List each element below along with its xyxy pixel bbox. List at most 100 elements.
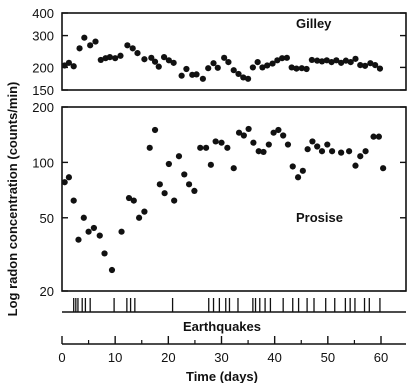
earthquakes-label: Earthquakes: [183, 319, 261, 334]
gilley-data-point: [264, 62, 271, 69]
gilley-data-point: [134, 50, 141, 57]
earthquake-strip: Earthquakes: [62, 298, 406, 334]
prosise-data-point: [230, 165, 237, 172]
prosise-data-point: [338, 149, 345, 156]
gilley-data-point: [347, 59, 354, 66]
prosise-y-tick-label: 50: [40, 211, 54, 226]
gilley-data-point: [333, 57, 340, 64]
x-tick-label: 20: [161, 350, 175, 365]
x-tick-label: 40: [267, 350, 281, 365]
prosise-data-point: [318, 148, 326, 155]
gilley-data-point: [199, 75, 206, 82]
gilley-data-point: [376, 65, 384, 72]
prosise-data-point: [294, 174, 302, 181]
gilley-data-point: [254, 59, 261, 66]
gilley-data-point: [342, 57, 350, 64]
prosise-data-point: [96, 232, 103, 239]
prosise-data-point: [207, 161, 214, 168]
prosise-data-point: [156, 181, 163, 188]
gilley-data-point: [293, 65, 300, 72]
gilley-data-point: [87, 42, 94, 49]
prosise-data-point: [146, 144, 153, 151]
y-axis-title: Log radon concentration (counts/min): [5, 82, 20, 317]
prosise-data-point: [357, 153, 364, 160]
prosise-data-point: [202, 144, 210, 151]
prosise-data-point: [352, 162, 359, 169]
gilley-data-point: [148, 54, 155, 61]
prosise-data-point: [135, 214, 143, 221]
prosise-y-ticks: 200 100 50 20: [32, 100, 406, 299]
prosise-y-tick-label: 200: [32, 100, 54, 115]
gilley-data-point: [193, 71, 200, 78]
gilley-data-point: [106, 54, 113, 61]
prosise-y-tick-label: 20: [40, 284, 54, 299]
prosise-data-point: [212, 138, 219, 145]
x-tick-label: 60: [374, 350, 388, 365]
prosise-points: [61, 125, 387, 274]
prosise-data-point: [314, 143, 321, 150]
gilley-points: [61, 34, 384, 82]
gilley-label: Gilley: [296, 16, 332, 31]
gilley-data-point: [357, 61, 364, 69]
prosise-data-point: [101, 250, 108, 257]
prosise-data-point: [250, 139, 257, 146]
prosise-data-point: [141, 208, 148, 215]
prosise-data-point: [118, 228, 125, 235]
prosise-data-point: [280, 132, 287, 139]
gilley-frame: [61, 12, 407, 91]
gilley-data-point: [129, 45, 136, 52]
prosise-data-point: [185, 181, 193, 188]
gilley-data-point: [361, 62, 369, 69]
prosise-data-point: [324, 141, 331, 148]
prosise-data-point: [130, 197, 137, 204]
prosise-data-point: [289, 163, 296, 170]
gilley-data-point: [298, 65, 305, 72]
gilley-data-point: [338, 59, 345, 66]
prosise-data-point: [65, 174, 73, 181]
prosise-data-point: [304, 146, 311, 153]
prosise-data-point: [161, 190, 168, 197]
gilley-data-point: [141, 56, 148, 63]
prosise-data-point: [75, 236, 82, 243]
prosise-data-point: [265, 141, 272, 148]
gilley-data-point: [235, 70, 242, 78]
prosise-data-point: [151, 126, 159, 134]
gilley-data-point: [117, 52, 124, 59]
prosise-data-point: [224, 144, 231, 151]
gilley-data-point: [81, 34, 88, 41]
gilley-data-point: [97, 56, 104, 64]
gilley-data-point: [283, 54, 290, 61]
gilley-data-point: [221, 54, 228, 61]
prosise-data-point: [218, 139, 225, 146]
prosise-data-point: [165, 160, 172, 168]
gilley-y-ticks: 400 300 200 150: [32, 6, 406, 98]
gilley-data-point: [183, 65, 190, 73]
x-tick-label: 50: [321, 350, 335, 365]
gilley-data-point: [76, 45, 83, 52]
earthquake-ticks: [73, 298, 381, 312]
prosise-data-point: [235, 129, 243, 136]
prosise-data-point: [362, 148, 369, 155]
prosise-data-point: [275, 126, 282, 134]
gilley-y-tick-label: 400: [32, 6, 54, 21]
gilley-data-point: [165, 57, 172, 64]
prosise-data-point: [70, 197, 77, 204]
prosise-data-point: [245, 125, 252, 133]
prosise-data-point: [80, 214, 87, 221]
prosise-data-point: [255, 148, 262, 155]
prosise-data-point: [270, 129, 277, 136]
prosise-data-point: [191, 187, 198, 194]
gilley-data-point: [210, 60, 217, 67]
gilley-data-point: [323, 57, 330, 64]
gilley-data-point: [352, 55, 359, 62]
prosise-data-point: [90, 224, 97, 232]
gilley-y-tick-label: 200: [32, 60, 54, 75]
prosise-data-point: [346, 148, 353, 155]
gilley-data-point: [170, 59, 177, 66]
time-axis-ticks: 0 10 20 30 40 50 60: [58, 336, 388, 365]
gilley-data-point: [372, 61, 379, 69]
gilley-data-point: [249, 64, 256, 71]
gilley-data-point: [314, 57, 321, 64]
gilley-data-point: [303, 65, 310, 73]
